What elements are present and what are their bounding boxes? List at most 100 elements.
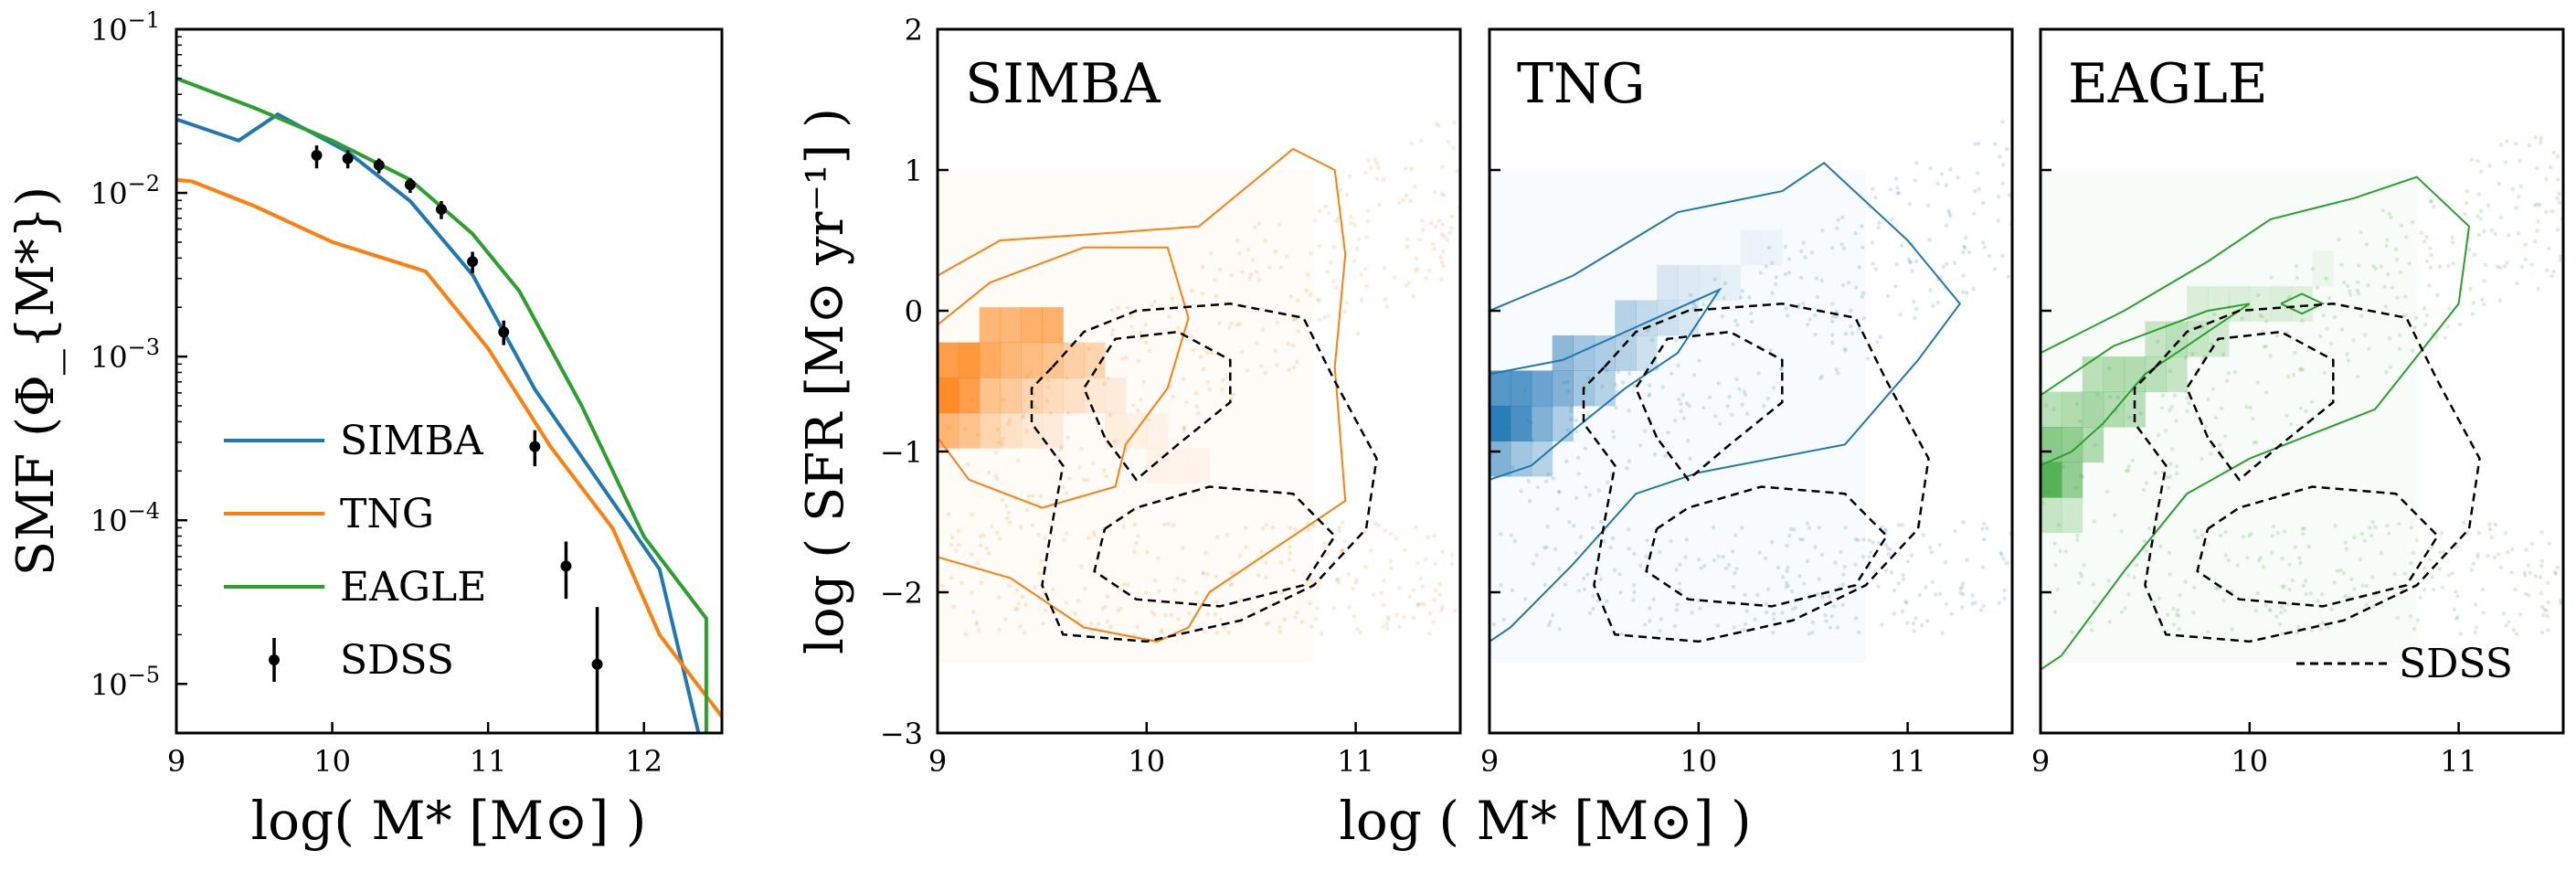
scatter-point — [1447, 230, 1452, 235]
scatter-point — [2252, 441, 2257, 445]
scatter-point — [1876, 584, 1881, 590]
scatter-point — [1018, 623, 1023, 629]
scatter-point — [2191, 585, 2197, 590]
scatter-point — [1550, 612, 1555, 618]
scatter-point — [1941, 264, 1946, 270]
scatter-point — [1311, 523, 1316, 528]
scatter-point — [1679, 401, 1683, 407]
scatter-point — [1363, 565, 1368, 569]
scatter-point — [2422, 306, 2427, 311]
scatter-point — [1737, 387, 1742, 391]
density-bin — [1042, 377, 1064, 414]
scatter-point — [2397, 333, 2402, 337]
sdss-point — [373, 159, 385, 171]
scatter-point — [1277, 629, 1282, 634]
scatter-point — [1898, 313, 1903, 317]
scatter-point — [1266, 621, 1271, 625]
scatter-point — [1217, 267, 1223, 271]
scatter-point — [2430, 575, 2435, 579]
scatter-point — [1511, 465, 1515, 470]
panel-title: SIMBA — [965, 52, 1161, 116]
scatter-point — [1616, 369, 1621, 374]
scatter-point — [2075, 537, 2080, 542]
density-bin — [958, 342, 981, 378]
model-contour — [938, 246, 1190, 509]
scatter-point — [2409, 526, 2414, 530]
scatter-point — [2544, 209, 2549, 215]
scatter-point — [2270, 550, 2274, 555]
scatter-point — [1139, 335, 1144, 341]
scatter-point — [1433, 588, 1438, 593]
scatter-point — [1856, 630, 1861, 634]
scatter-point — [1426, 535, 1430, 540]
scatter-point — [2144, 481, 2149, 485]
scatter-point — [1439, 277, 1444, 282]
scatter-point — [2163, 429, 2168, 433]
scatter-point — [1785, 313, 1790, 318]
scatter-point — [1192, 347, 1196, 353]
scatter-point — [2390, 285, 2395, 291]
scatter-point — [947, 512, 951, 516]
density-bin — [2166, 321, 2188, 357]
scatter-point — [2418, 595, 2422, 600]
scatter-point — [2255, 590, 2261, 596]
scatter-point — [2104, 489, 2110, 494]
scatter-point — [2332, 314, 2337, 320]
scatter-point — [1677, 581, 1682, 586]
scatter-point — [2332, 579, 2337, 585]
scatter-point — [1393, 275, 1397, 280]
scatter-point — [1187, 611, 1192, 616]
scatter-point — [2168, 462, 2173, 466]
scatter-point — [1632, 384, 1638, 388]
scatter-point — [997, 537, 1002, 541]
scatter-point — [1436, 218, 1442, 223]
scatter-point — [2384, 370, 2389, 375]
scatter-point — [1237, 598, 1243, 602]
density-bin — [1740, 229, 1762, 266]
density-bin — [1084, 377, 1106, 414]
scatter-point — [1235, 238, 1240, 243]
scatter-point — [2385, 238, 2390, 242]
scatter-point — [2175, 471, 2179, 476]
scatter-point — [2454, 614, 2460, 620]
scatter-point — [2226, 558, 2231, 563]
scatter-point — [1523, 597, 1528, 601]
scatter-point — [1277, 223, 1281, 228]
scatter-point — [1688, 456, 1692, 462]
scatter-point — [1209, 350, 1214, 356]
scatter-point — [1131, 632, 1137, 637]
scatter-point — [1888, 187, 1893, 192]
scatter-point — [1305, 521, 1310, 526]
scatter-point — [1839, 242, 1844, 247]
scatter-point — [1315, 297, 1320, 302]
scatter-point — [1308, 601, 1312, 606]
scatter-point — [2280, 631, 2284, 636]
scatter-point — [1568, 409, 1574, 414]
scatter-point — [1264, 523, 1268, 527]
scatter-point — [1023, 602, 1028, 607]
scatter-point — [1651, 597, 1656, 602]
scatter-point — [2209, 342, 2214, 346]
scatter-point — [1184, 399, 1189, 405]
scatter-point — [1106, 376, 1111, 380]
scatter-point — [1193, 391, 1199, 396]
scatter-point — [2387, 211, 2391, 216]
scatter-point — [2168, 368, 2172, 374]
scatter-point — [1446, 140, 1451, 144]
scatter-point — [2316, 599, 2320, 603]
scatter-point — [1669, 538, 1673, 544]
scatter-point — [1912, 629, 1916, 633]
scatter-point — [1293, 615, 1298, 620]
scatter-point — [1146, 417, 1151, 422]
scatter-point — [1856, 537, 1860, 543]
scatter-point — [2476, 232, 2481, 237]
scatter-point — [1065, 411, 1071, 416]
scatter-point — [2347, 289, 2352, 293]
density-bin — [1084, 342, 1106, 378]
scatter-point — [1244, 526, 1248, 530]
scatter-point — [981, 533, 986, 537]
scatter-point — [1491, 622, 1497, 627]
scatter-point — [1355, 627, 1360, 632]
scatter-point — [2366, 282, 2370, 288]
